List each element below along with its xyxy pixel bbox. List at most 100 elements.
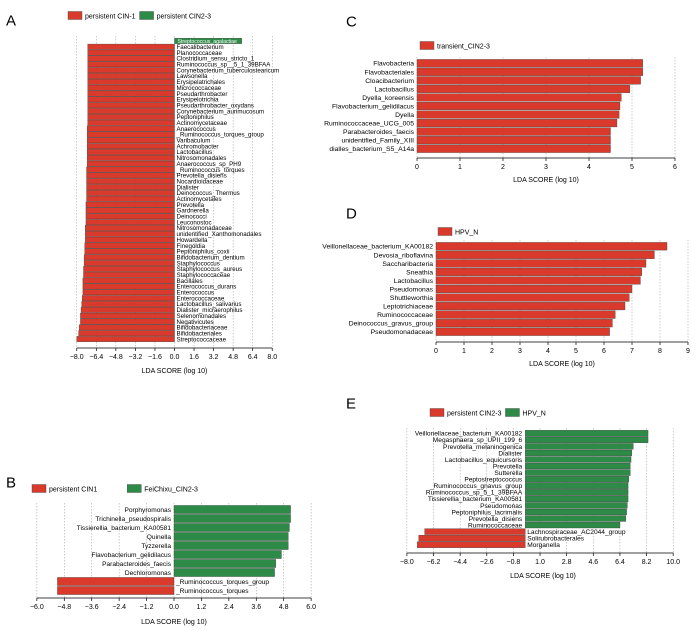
x-tick-label: 8 (658, 348, 662, 355)
x-tick-label: 2.8 (562, 559, 572, 566)
bar-label: Cloacibacterium (365, 78, 414, 85)
bar-label: Parabacteroides_faecis (102, 561, 172, 568)
bar-label: Deinococcus_gravus_group (349, 321, 433, 328)
bar-d (435, 302, 626, 311)
bar-label: Pseudarthrobacter (177, 91, 228, 98)
bar-a (87, 78, 175, 85)
bar-a (85, 207, 175, 214)
x-axis-label: LDA SCORE (log 10) (510, 573, 576, 580)
panel-letter: E (346, 395, 356, 412)
bar-label: Peptoniphilus_coxii (177, 249, 230, 256)
bar-e (424, 528, 526, 535)
bar-label: Peptoniphilus_lacrimalis (451, 509, 522, 516)
bar-a (80, 306, 175, 313)
bar-label: Erysipelatrichales (177, 79, 226, 86)
x-tick-label: 2 (501, 164, 505, 171)
bar-label: _Ruminococcus_torques_group (176, 132, 265, 139)
bar-label: Faecalibacterium (177, 44, 224, 51)
bar-label: Pseudomonas (390, 286, 434, 293)
bar-a (86, 125, 175, 132)
bar-a (83, 266, 175, 272)
x-tick-label: 0.0 (170, 354, 180, 361)
legend-label: FeiChixu_CIN2-3 (144, 487, 198, 494)
x-tick-label: −6.0 (30, 604, 44, 611)
bar-b (173, 568, 275, 577)
bar-label: Howardella (177, 237, 209, 244)
x-tick-label: −0.8 (506, 559, 520, 566)
bar-a (87, 90, 175, 97)
x-axis-label: LDA SCORE (log 10) (529, 361, 595, 368)
bar-label: Parabacteroides_faecis (343, 129, 415, 136)
x-tick-label: 1 (462, 348, 466, 355)
bar-label: unidentified_Family_XIII (341, 138, 414, 145)
bar-a (85, 213, 175, 220)
bar-label: Bacillales (177, 278, 203, 285)
x-tick-label: 2.4 (224, 604, 234, 611)
x-tick-label: 0 (415, 164, 419, 171)
bar-label: Dechloromonas (125, 570, 172, 577)
bar-label: Sutterella (494, 470, 522, 477)
bar-label: Devosia_riboflavina (374, 252, 434, 259)
x-tick-label: 6.0 (306, 604, 316, 611)
bar-label: Streptococcaceae (177, 336, 227, 343)
bar-label: Prevotella_melaninogenica (443, 444, 523, 451)
bar-c (416, 93, 622, 102)
bar-c (416, 76, 641, 85)
bar-a (87, 43, 175, 50)
bar-label: Bifidobacteriaceae (177, 325, 228, 332)
bar-a (82, 295, 175, 302)
bar-e (417, 541, 526, 548)
bar-a (87, 96, 175, 103)
bar-a (76, 336, 175, 342)
bar-a (86, 131, 175, 138)
bar-label: Shuttleworthia (390, 295, 433, 302)
bar-label: Flavobacterium_gelidilacus (332, 103, 415, 110)
bar-label: Dialister (498, 450, 523, 457)
bar-a (87, 67, 175, 74)
bar-label: Dyella_koreensis (362, 95, 414, 102)
bar-b (173, 523, 290, 532)
bar-label: Clostridium_sensu_stricto_1 (177, 56, 255, 63)
bar-b (173, 514, 291, 523)
bar-label: Nocardioidaceae (177, 178, 224, 185)
bar-c (416, 110, 620, 119)
bar-a (83, 271, 175, 278)
x-tick-label: −1.2 (140, 604, 154, 611)
x-tick-label: 1.6 (189, 354, 199, 361)
bar-label: Negativicutes (177, 319, 214, 326)
x-tick-label: −2.4 (112, 604, 126, 611)
bar-label: Enterococcus (177, 290, 215, 297)
bar-a (86, 195, 175, 202)
bar-e (418, 535, 526, 542)
bar-a (82, 283, 175, 290)
bar-d (435, 259, 647, 268)
bar-b (173, 505, 291, 514)
bar-b (173, 559, 276, 568)
bar-label: Morganella (527, 542, 560, 549)
bar-label: Corynebacterium_tuberculostearicum (177, 67, 280, 74)
bar-b (57, 586, 175, 595)
x-tick-label: 5 (630, 164, 634, 171)
bar-label: Micrococcaceae (177, 85, 222, 92)
bar-a (86, 154, 175, 161)
x-tick-label: 9 (686, 348, 690, 355)
bar-label: Dialister (177, 184, 199, 191)
bar-e (525, 449, 632, 457)
legend-label: persistent CIN2-3 (157, 14, 212, 21)
bar-label: Prevotella_disiens (469, 516, 523, 523)
legend-swatch (127, 484, 142, 493)
bar-label: Corynebacterium_aurimucosum (177, 108, 265, 115)
x-tick-label: 3.6 (251, 604, 261, 611)
bar-c (416, 136, 611, 145)
bar-label: Staphylococcaceae (177, 272, 231, 279)
bar-label: Prevotella_disiens (177, 173, 227, 180)
bar-label: Flavobacteria (373, 61, 414, 68)
x-tick-label: 10.0 (666, 559, 680, 566)
bar-label: Veillonellaceae_bacterium_KA00182 (415, 431, 523, 438)
bar-a (79, 324, 175, 331)
bar-label: Tyzzerella (141, 543, 171, 550)
